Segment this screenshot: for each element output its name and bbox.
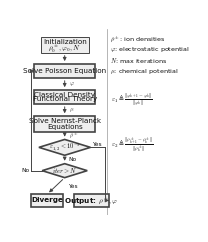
Text: $\varepsilon_{1,2} < 10^{-5}$: $\varepsilon_{1,2} < 10^{-5}$ bbox=[49, 142, 81, 153]
Text: $\rho_0^\pm, \varphi_0, N$: $\rho_0^\pm, \varphi_0, N$ bbox=[48, 42, 81, 54]
Text: $\varphi$: $\varphi$ bbox=[69, 80, 75, 88]
Text: Solve Nernst-Planck: Solve Nernst-Planck bbox=[29, 118, 101, 124]
Text: $\rho^\pm$: $\rho^\pm$ bbox=[69, 131, 79, 141]
Text: $\varphi$: electrostatic potential: $\varphi$: electrostatic potential bbox=[110, 45, 190, 54]
Text: Functional Theory: Functional Theory bbox=[33, 97, 97, 103]
Text: Output: $\rho^\pm, \varphi$: Output: $\rho^\pm, \varphi$ bbox=[64, 195, 118, 206]
FancyBboxPatch shape bbox=[34, 90, 95, 104]
Text: $\mu$: chemical potential: $\mu$: chemical potential bbox=[110, 67, 178, 76]
FancyBboxPatch shape bbox=[34, 116, 95, 132]
Text: Initialization: Initialization bbox=[43, 39, 87, 45]
Text: $N$: max iterations: $N$: max iterations bbox=[110, 56, 167, 65]
FancyBboxPatch shape bbox=[41, 37, 89, 53]
Text: $\varepsilon_1 \triangleq \frac{\|\varphi_{k+1} - \varphi_k\|}{\|\varphi_k\|}$: $\varepsilon_1 \triangleq \frac{\|\varph… bbox=[111, 92, 153, 108]
Text: Diverge: Diverge bbox=[31, 197, 63, 204]
Polygon shape bbox=[39, 139, 90, 155]
FancyBboxPatch shape bbox=[74, 194, 109, 206]
Text: Yes: Yes bbox=[92, 142, 102, 147]
Polygon shape bbox=[42, 164, 87, 178]
Text: Classical Density: Classical Density bbox=[34, 92, 95, 98]
Text: Yes: Yes bbox=[68, 183, 78, 189]
Text: Solve Poisson Equation: Solve Poisson Equation bbox=[23, 68, 106, 74]
Text: No: No bbox=[21, 168, 29, 173]
Text: $\rho^\pm$: ion densities: $\rho^\pm$: ion densities bbox=[110, 35, 165, 45]
Text: $\varepsilon_2 \triangleq \frac{\|\rho_{k+1}^\pm - \rho_k^\pm\|}{\|\rho_k^\pm\|}: $\varepsilon_2 \triangleq \frac{\|\rho_{… bbox=[111, 135, 154, 154]
Text: No: No bbox=[68, 157, 76, 162]
Text: $iter > N$: $iter > N$ bbox=[52, 166, 78, 175]
FancyBboxPatch shape bbox=[34, 64, 95, 78]
Text: $\mu$: $\mu$ bbox=[69, 106, 74, 114]
FancyBboxPatch shape bbox=[31, 194, 63, 206]
Text: Equations: Equations bbox=[47, 124, 83, 130]
